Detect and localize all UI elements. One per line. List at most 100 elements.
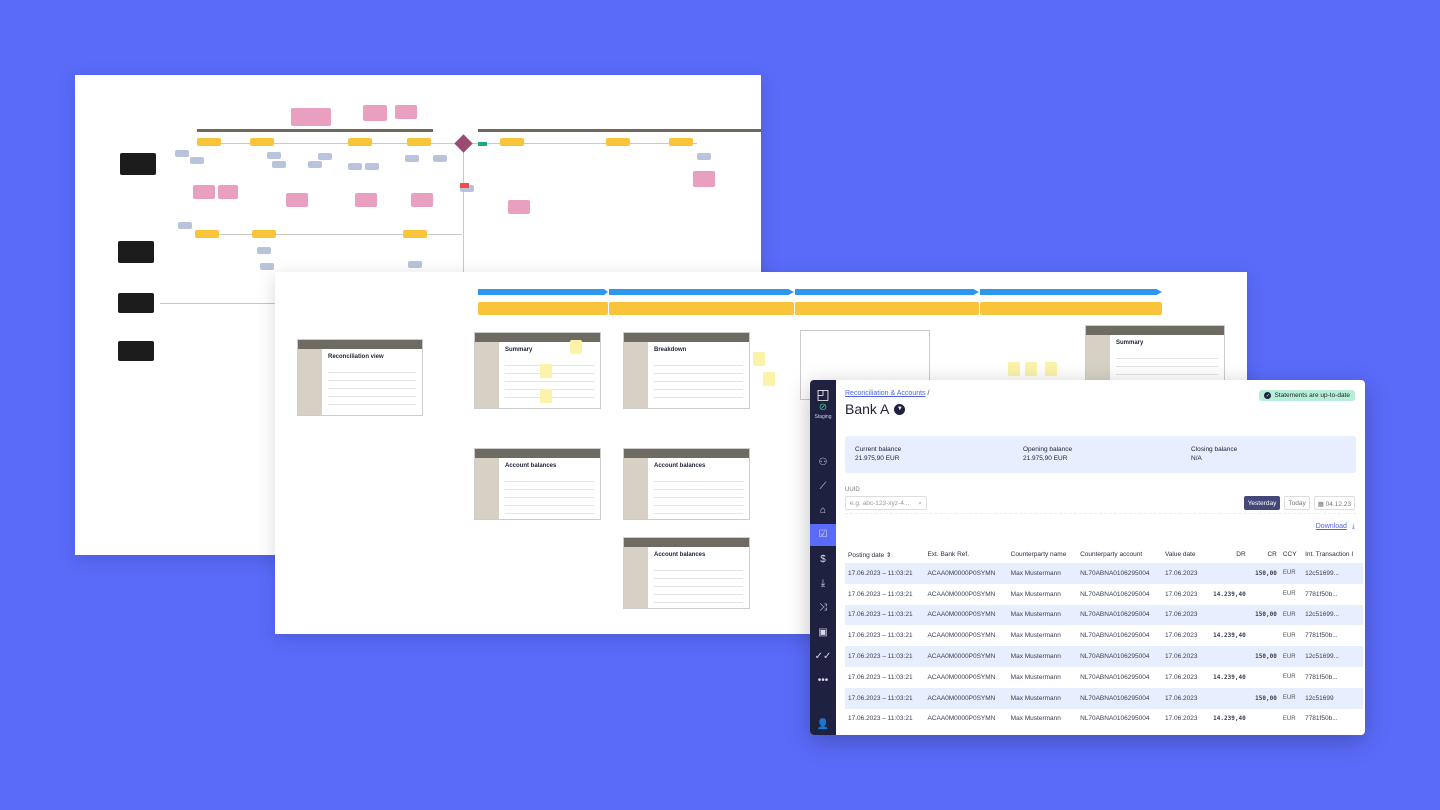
wireframe-title: Summary	[505, 347, 533, 353]
wireframe-screen: Account balances	[474, 448, 601, 520]
column-header[interactable]: CCY	[1280, 546, 1302, 563]
chevron-down-icon[interactable]: ▼	[894, 403, 906, 415]
wireframe-row	[328, 404, 416, 405]
table-row[interactable]: 17.06.2023 – 11:03:21 ACAA0M0000P0SYMN Max…	[845, 709, 1363, 730]
breadcrumb-link[interactable]: Reconciliation & Accounts	[845, 390, 926, 397]
table-row[interactable]: 17.06.2023 – 11:03:21 ACAA0M0000P0SYMN Max…	[845, 646, 1363, 667]
column-header[interactable]: Ext. Bank Ref.	[924, 546, 1007, 563]
wireframe-title: Account balances	[654, 463, 706, 469]
download-button[interactable]: Download ⤓	[1316, 523, 1355, 531]
table-cell: 12c51699...	[1302, 563, 1363, 584]
user-notification-icon[interactable]: 👤	[816, 718, 830, 730]
table-cell: Max Mustermann	[1007, 563, 1078, 584]
phase-arrow	[980, 289, 1162, 295]
date-picker[interactable]: ▦ 04.12.23	[1313, 496, 1355, 510]
table-row[interactable]: 17.06.2023 – 11:03:21 ACAA0M0000P0SYMN Max…	[845, 687, 1363, 709]
sidebar: ◰ ⊘ Staging ⚇ ⟋ ⌂ ☑ $ ⤓ ⤨ ▣ ✓✓ ••• 👤	[810, 380, 836, 735]
yesterday-button[interactable]: Yesterday	[1243, 496, 1281, 510]
wireframe-row	[1116, 374, 1218, 375]
table-cell: EUR	[1282, 632, 1296, 639]
annotation-sticky	[540, 389, 552, 403]
table-row[interactable]: 17.06.2023 – 11:03:21 ACAA0M0000P0SYMN Max…	[845, 625, 1363, 646]
comment-sticky	[308, 161, 322, 168]
table-cell: 12c51699...	[1302, 646, 1363, 667]
pain-point-sticky	[693, 171, 715, 187]
wireframe-row	[505, 497, 594, 498]
annotation-sticky	[570, 340, 582, 354]
column-header[interactable]: DR	[1205, 546, 1248, 563]
more-icon[interactable]: •••	[817, 675, 829, 687]
wireframe-row	[654, 397, 743, 398]
trend-line-icon[interactable]: ⟋	[819, 480, 827, 492]
transactions-table: Posting date ⇕ Ext. Bank Ref. Counterparty…	[845, 546, 1363, 729]
uuid-search-input[interactable]: e.g. abc-123-xyz-4... ⌕	[845, 496, 927, 510]
table-row[interactable]: 17.06.2023 – 11:03:21 ACAA0M0000P0SYMN Max…	[845, 563, 1363, 584]
page-title-text: Bank A	[845, 401, 890, 417]
column-header-label: Counterparty account	[1080, 551, 1143, 558]
column-header[interactable]: Counterparty name	[1008, 546, 1077, 563]
annotation-sticky	[763, 372, 775, 386]
cash-icon[interactable]: ▣	[818, 626, 828, 638]
search-icon[interactable]: ⌕	[918, 500, 922, 507]
table-cell: ACAA0M0000P0SYMN	[924, 563, 1008, 584]
pain-point-sticky	[291, 108, 331, 126]
column-header[interactable]: CR	[1249, 546, 1280, 563]
wireframe-row	[654, 489, 743, 490]
column-header[interactable]: Counterparty account	[1077, 546, 1162, 563]
wireframe-sidebar	[475, 342, 499, 408]
table-cell	[1249, 584, 1280, 605]
wireframe-row	[1116, 366, 1218, 367]
balance-value: 21.975,90 EUR	[855, 455, 900, 462]
balance-label: Current balance	[855, 446, 902, 453]
sort-icon[interactable]: ⇕	[884, 551, 892, 559]
wireframe-title: Account balances	[654, 552, 706, 558]
balance-current: Current balance 21.975,90 EUR	[855, 446, 901, 462]
wireframe-sidebar	[298, 349, 322, 415]
status-text: Statements are up-to-date	[1274, 392, 1350, 399]
wireframe-row	[1116, 358, 1218, 359]
table-cell: EUR	[1279, 687, 1303, 709]
wireframe-row	[654, 373, 743, 374]
table-row[interactable]: 17.06.2023 – 11:03:21 ACAA0M0000P0SYMN Max…	[845, 604, 1363, 626]
dollar-circle-icon[interactable]: $	[820, 553, 826, 565]
table-cell: 17.06.2023 – 11:03:21	[845, 604, 925, 626]
bank-icon[interactable]: ⌂	[819, 505, 827, 517]
users-cog-icon[interactable]: ⚇	[818, 456, 828, 468]
comment-sticky	[272, 161, 286, 168]
table-row[interactable]: 17.06.2023 – 11:03:21 ACAA0M0000P0SYMN Max…	[845, 584, 1363, 605]
column-header[interactable]: Posting date ⇕	[845, 546, 924, 563]
wireframe-row	[654, 570, 743, 571]
table-cell: 17.06.2023	[1161, 563, 1206, 584]
wireframe-title: Summary	[1116, 340, 1144, 346]
square-logo-icon[interactable]: ◰	[816, 385, 830, 402]
table-cell: 7781f50b...	[1305, 673, 1338, 681]
column-header[interactable]: Value date	[1162, 546, 1205, 563]
double-check-icon[interactable]: ✓✓	[814, 650, 832, 662]
table-cell: 17.06.2023	[1164, 632, 1198, 640]
shuffle-icon[interactable]: ⤨	[819, 602, 827, 614]
wireframe-row	[505, 505, 594, 506]
wireframe-row	[654, 602, 743, 603]
wireframe-title: Reconciliation view	[328, 354, 384, 360]
download-tray-icon[interactable]: ⤓	[820, 578, 826, 589]
table-cell	[1205, 646, 1249, 667]
table-cell: NL70ABNA0106295004	[1077, 687, 1162, 709]
wireframe-header	[624, 449, 749, 458]
wireframe-sidebar	[475, 458, 499, 519]
clipboard-check-icon[interactable]: ☑	[810, 523, 836, 546]
table-row[interactable]: 17.06.2023 – 11:03:21 ACAA0M0000P0SYMN Max…	[845, 667, 1363, 688]
flow-line	[160, 303, 360, 304]
annotation-sticky	[540, 364, 552, 378]
flow-line	[197, 234, 462, 235]
divider	[845, 513, 1356, 514]
wireframe-row	[505, 481, 594, 482]
column-header[interactable]: Int. Transaction I	[1302, 546, 1363, 563]
table-cell	[1205, 687, 1249, 709]
today-button[interactable]: Today	[1284, 496, 1310, 510]
comment-sticky	[697, 153, 711, 160]
table-cell	[1205, 604, 1249, 626]
wireframe-header	[624, 333, 749, 342]
table-cell	[1249, 667, 1280, 688]
balance-label: Opening balance	[1023, 446, 1073, 453]
step-sticky	[195, 230, 219, 238]
